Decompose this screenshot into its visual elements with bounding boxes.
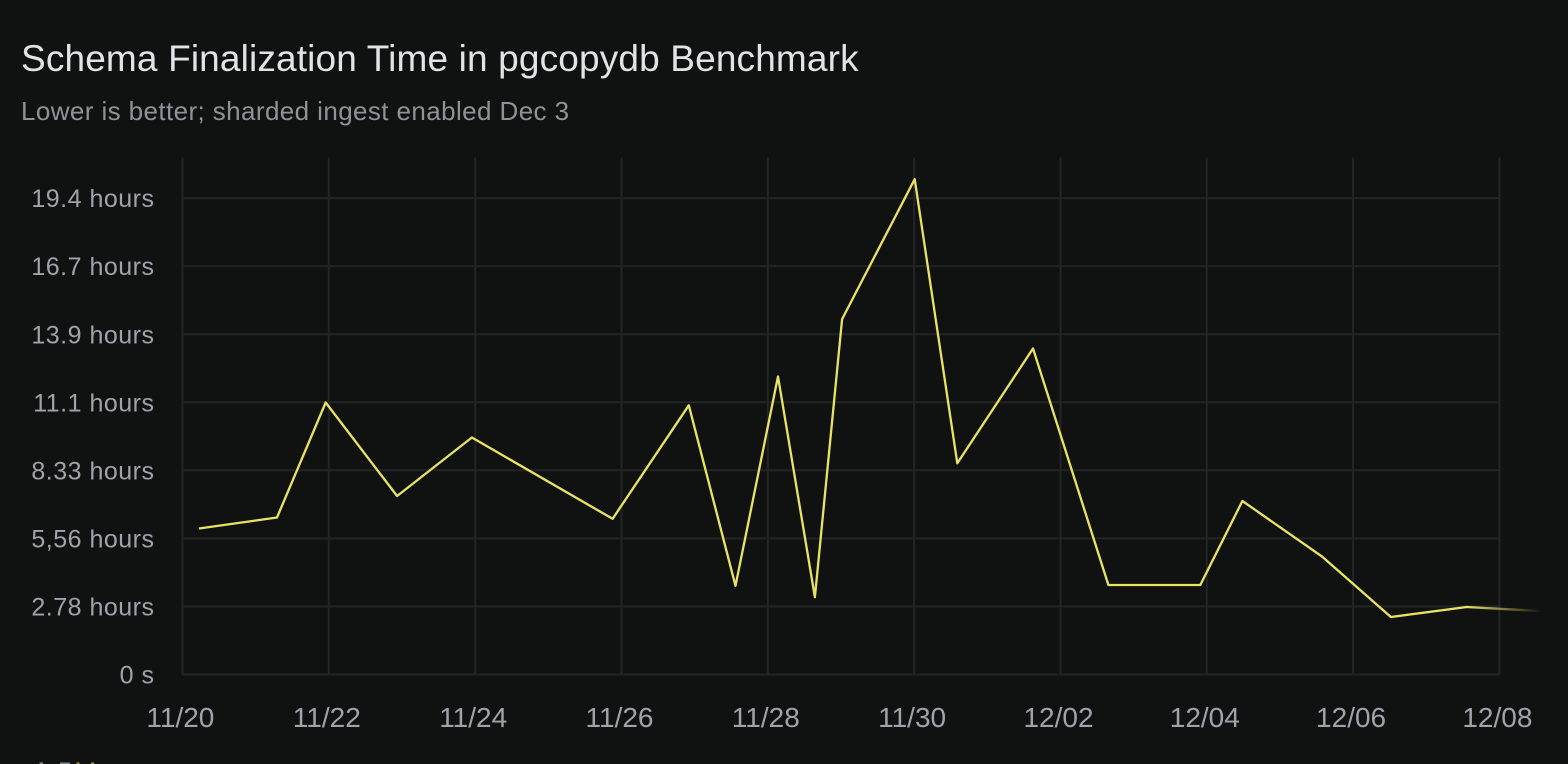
svg-text:11/22: 11/22 — [293, 702, 361, 733]
svg-text:8.33 hours: 8.33 hours — [31, 457, 154, 485]
svg-text:16.7 hours: 16.7 hours — [31, 253, 154, 281]
svg-text:11/20: 11/20 — [146, 702, 214, 733]
svg-text:11.1 hours: 11.1 hours — [33, 389, 154, 417]
svg-text:12/04: 12/04 — [1170, 702, 1240, 733]
svg-text:12/06: 12/06 — [1316, 702, 1386, 733]
svg-text:5,56 hours: 5,56 hours — [31, 526, 154, 554]
svg-text:11/24: 11/24 — [439, 702, 507, 733]
svg-text:19.4 hours: 19.4 hours — [31, 185, 154, 213]
svg-text:13.9 hours: 13.9 hours — [31, 321, 154, 349]
svg-text:11/26: 11/26 — [586, 702, 654, 733]
svg-text:2.78 hours: 2.78 hours — [31, 594, 154, 622]
svg-text:0 s: 0 s — [120, 662, 155, 690]
svg-text:12/08: 12/08 — [1462, 702, 1532, 733]
svg-text:11/30: 11/30 — [878, 702, 946, 733]
svg-text:11/28: 11/28 — [732, 702, 800, 733]
svg-text:12/02: 12/02 — [1023, 702, 1093, 733]
